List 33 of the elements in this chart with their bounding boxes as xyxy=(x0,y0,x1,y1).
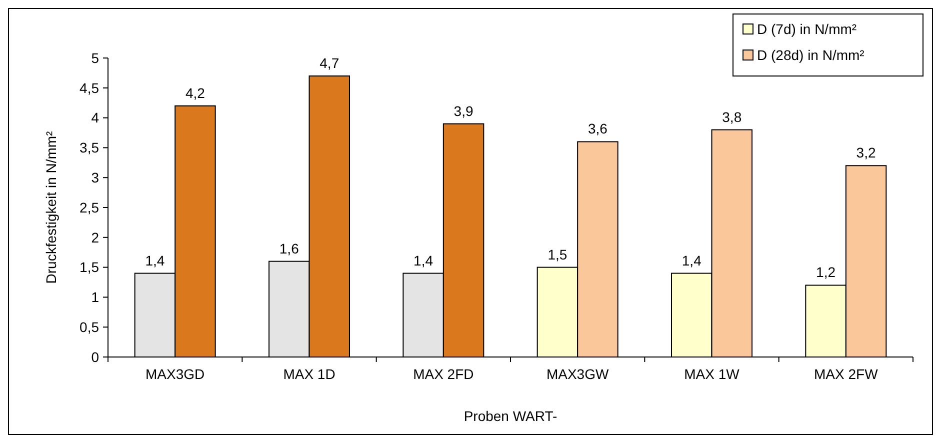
data-label: 1,6 xyxy=(279,240,300,256)
y-tick-label: 2 xyxy=(91,229,100,246)
x-tick-label: MAX 1D xyxy=(283,366,336,382)
x-tick-label: MAX 1W xyxy=(684,366,740,382)
y-tick-label: 2,5 xyxy=(80,199,100,216)
y-tick-label: 0,5 xyxy=(80,319,100,335)
y-tick-label: 3,5 xyxy=(80,140,100,156)
y-tick-label: 5 xyxy=(91,50,100,66)
legend-label: D (28d) in N/mm² xyxy=(757,46,865,63)
x-axis-title: Proben WART- xyxy=(464,408,558,424)
data-label: 1,4 xyxy=(414,252,434,268)
y-tick-label: 0 xyxy=(91,348,100,365)
x-tick-label: MAX 2FW xyxy=(814,366,879,382)
x-tick-label: MAX 2FD xyxy=(413,366,474,382)
y-tick-label: 4 xyxy=(91,110,100,126)
data-label: 1,2 xyxy=(816,264,836,280)
data-label: 1,4 xyxy=(145,252,165,268)
y-tick-label: 3 xyxy=(91,170,100,186)
data-label: 3,8 xyxy=(722,108,742,125)
y-tick-label: 4,5 xyxy=(80,80,100,96)
data-label: 1,5 xyxy=(548,246,568,262)
data-label: 4,2 xyxy=(185,84,206,101)
y-tick-label: 1 xyxy=(91,289,100,306)
data-label: 4,7 xyxy=(320,54,340,71)
x-tick-label: MAX3GW xyxy=(546,366,610,382)
data-label: 1,4 xyxy=(682,252,702,268)
data-label: 3,2 xyxy=(856,144,876,161)
x-tick-label: MAX3GD xyxy=(146,366,205,382)
legend-label: D (7d) in N/mm² xyxy=(757,20,857,37)
data-label: 3,6 xyxy=(588,120,608,137)
y-axis-title: Druckfestigkeit in N/mm² xyxy=(43,130,59,284)
data-label: 3,9 xyxy=(454,102,474,119)
y-tick-label: 1,5 xyxy=(80,259,100,276)
